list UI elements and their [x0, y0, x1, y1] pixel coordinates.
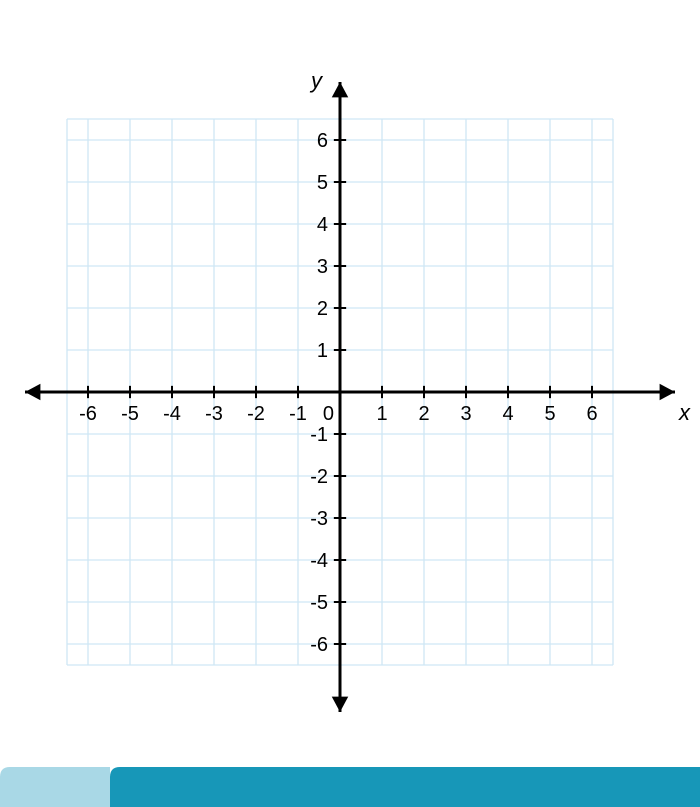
y-tick-label: 5 — [317, 172, 328, 194]
x-tick-label: 1 — [376, 403, 387, 425]
x-tick-label: 2 — [418, 403, 429, 425]
arrow-left-icon — [25, 384, 40, 401]
y-tick-label: 4 — [317, 214, 328, 236]
x-tick-label: -5 — [121, 403, 139, 425]
x-tick-label: 3 — [460, 403, 471, 425]
arrow-up-icon — [332, 82, 349, 97]
y-tick-label: -3 — [310, 508, 328, 530]
coordinate-grid: -6 -5 -4 -3 -2 -1 1 2 3 4 5 6 -6 -5 -4 -3 -2 -1 1 2 3 4 5 6 0 x y — [0, 0, 700, 807]
x-tick-label: -4 — [163, 403, 181, 425]
origin-label: 0 — [323, 403, 334, 425]
x-tick-label: -1 — [289, 403, 307, 425]
x-tick-label: -3 — [205, 403, 223, 425]
y-tick-label: -4 — [310, 550, 328, 572]
y-axis-title: y — [309, 68, 324, 93]
y-tick-label: -1 — [310, 424, 328, 446]
x-axis-title: x — [678, 400, 691, 425]
y-tick-label: -6 — [310, 634, 328, 656]
arrow-down-icon — [332, 697, 349, 712]
x-tick-label: 4 — [502, 403, 513, 425]
x-tick-label: 5 — [544, 403, 555, 425]
y-tick-label: 6 — [317, 130, 328, 152]
footer-bar — [0, 767, 700, 807]
y-tick-label: -2 — [310, 466, 328, 488]
grid-svg: -6 -5 -4 -3 -2 -1 1 2 3 4 5 6 -6 -5 -4 -3 -2 -1 1 2 3 4 5 6 0 x y — [0, 0, 700, 807]
y-tick-label: 2 — [317, 298, 328, 320]
y-tick-label: 3 — [317, 256, 328, 278]
y-tick-label: 1 — [317, 340, 328, 362]
footer-left — [0, 767, 110, 807]
arrow-right-icon — [660, 384, 675, 401]
x-tick-label: 6 — [586, 403, 597, 425]
footer-svg — [0, 767, 700, 807]
footer-right — [110, 767, 700, 807]
x-tick-label: -2 — [247, 403, 265, 425]
y-tick-label: -5 — [310, 592, 328, 614]
x-tick-label: -6 — [79, 403, 97, 425]
